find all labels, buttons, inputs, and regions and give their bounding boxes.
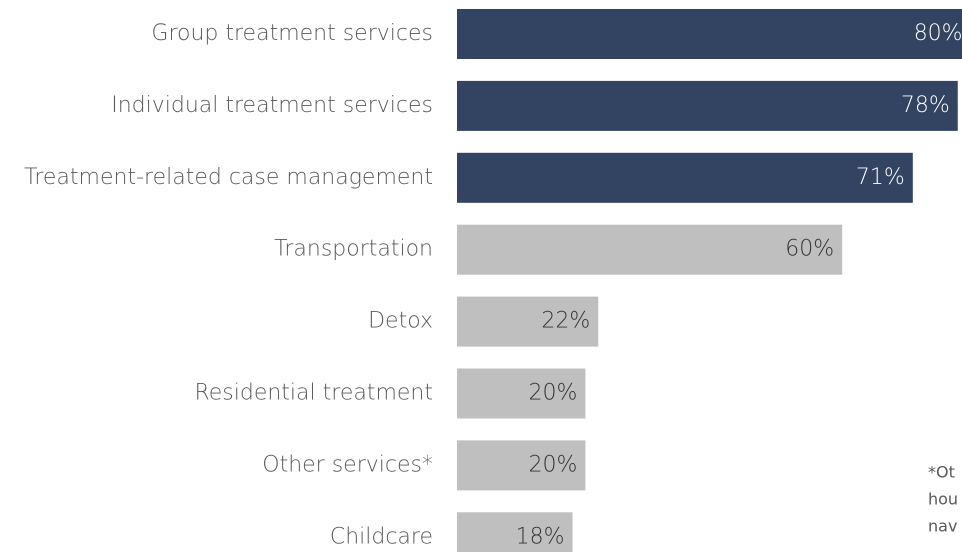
bar [457, 440, 586, 491]
bar [457, 152, 913, 203]
category-label: Detox [368, 309, 433, 334]
footnote: nav [928, 517, 957, 536]
bar [457, 224, 843, 275]
category-label: Other services* [262, 452, 433, 477]
category-label: Individual treatment services [111, 93, 433, 118]
bar [457, 512, 573, 552]
value-label: 20% [528, 452, 577, 477]
value-label: 71% [856, 165, 905, 190]
category-label: Residential treatment [194, 381, 433, 406]
category-label: Transportation [274, 237, 433, 262]
bar [457, 368, 586, 419]
value-label: 80% [914, 21, 962, 46]
category-label: Treatment-related case management [24, 165, 433, 190]
value-label: 78% [901, 93, 950, 118]
footnote: *Ot [928, 463, 955, 482]
bar [457, 80, 958, 131]
value-label: 22% [541, 309, 590, 334]
value-label: 18% [516, 524, 565, 549]
category-label: Group treatment services [151, 21, 433, 46]
footnote: hou [928, 490, 958, 509]
bar [457, 296, 599, 347]
value-label: 60% [785, 237, 834, 262]
value-label: 20% [528, 381, 577, 406]
category-label: Childcare [330, 524, 433, 549]
bar [457, 9, 962, 59]
